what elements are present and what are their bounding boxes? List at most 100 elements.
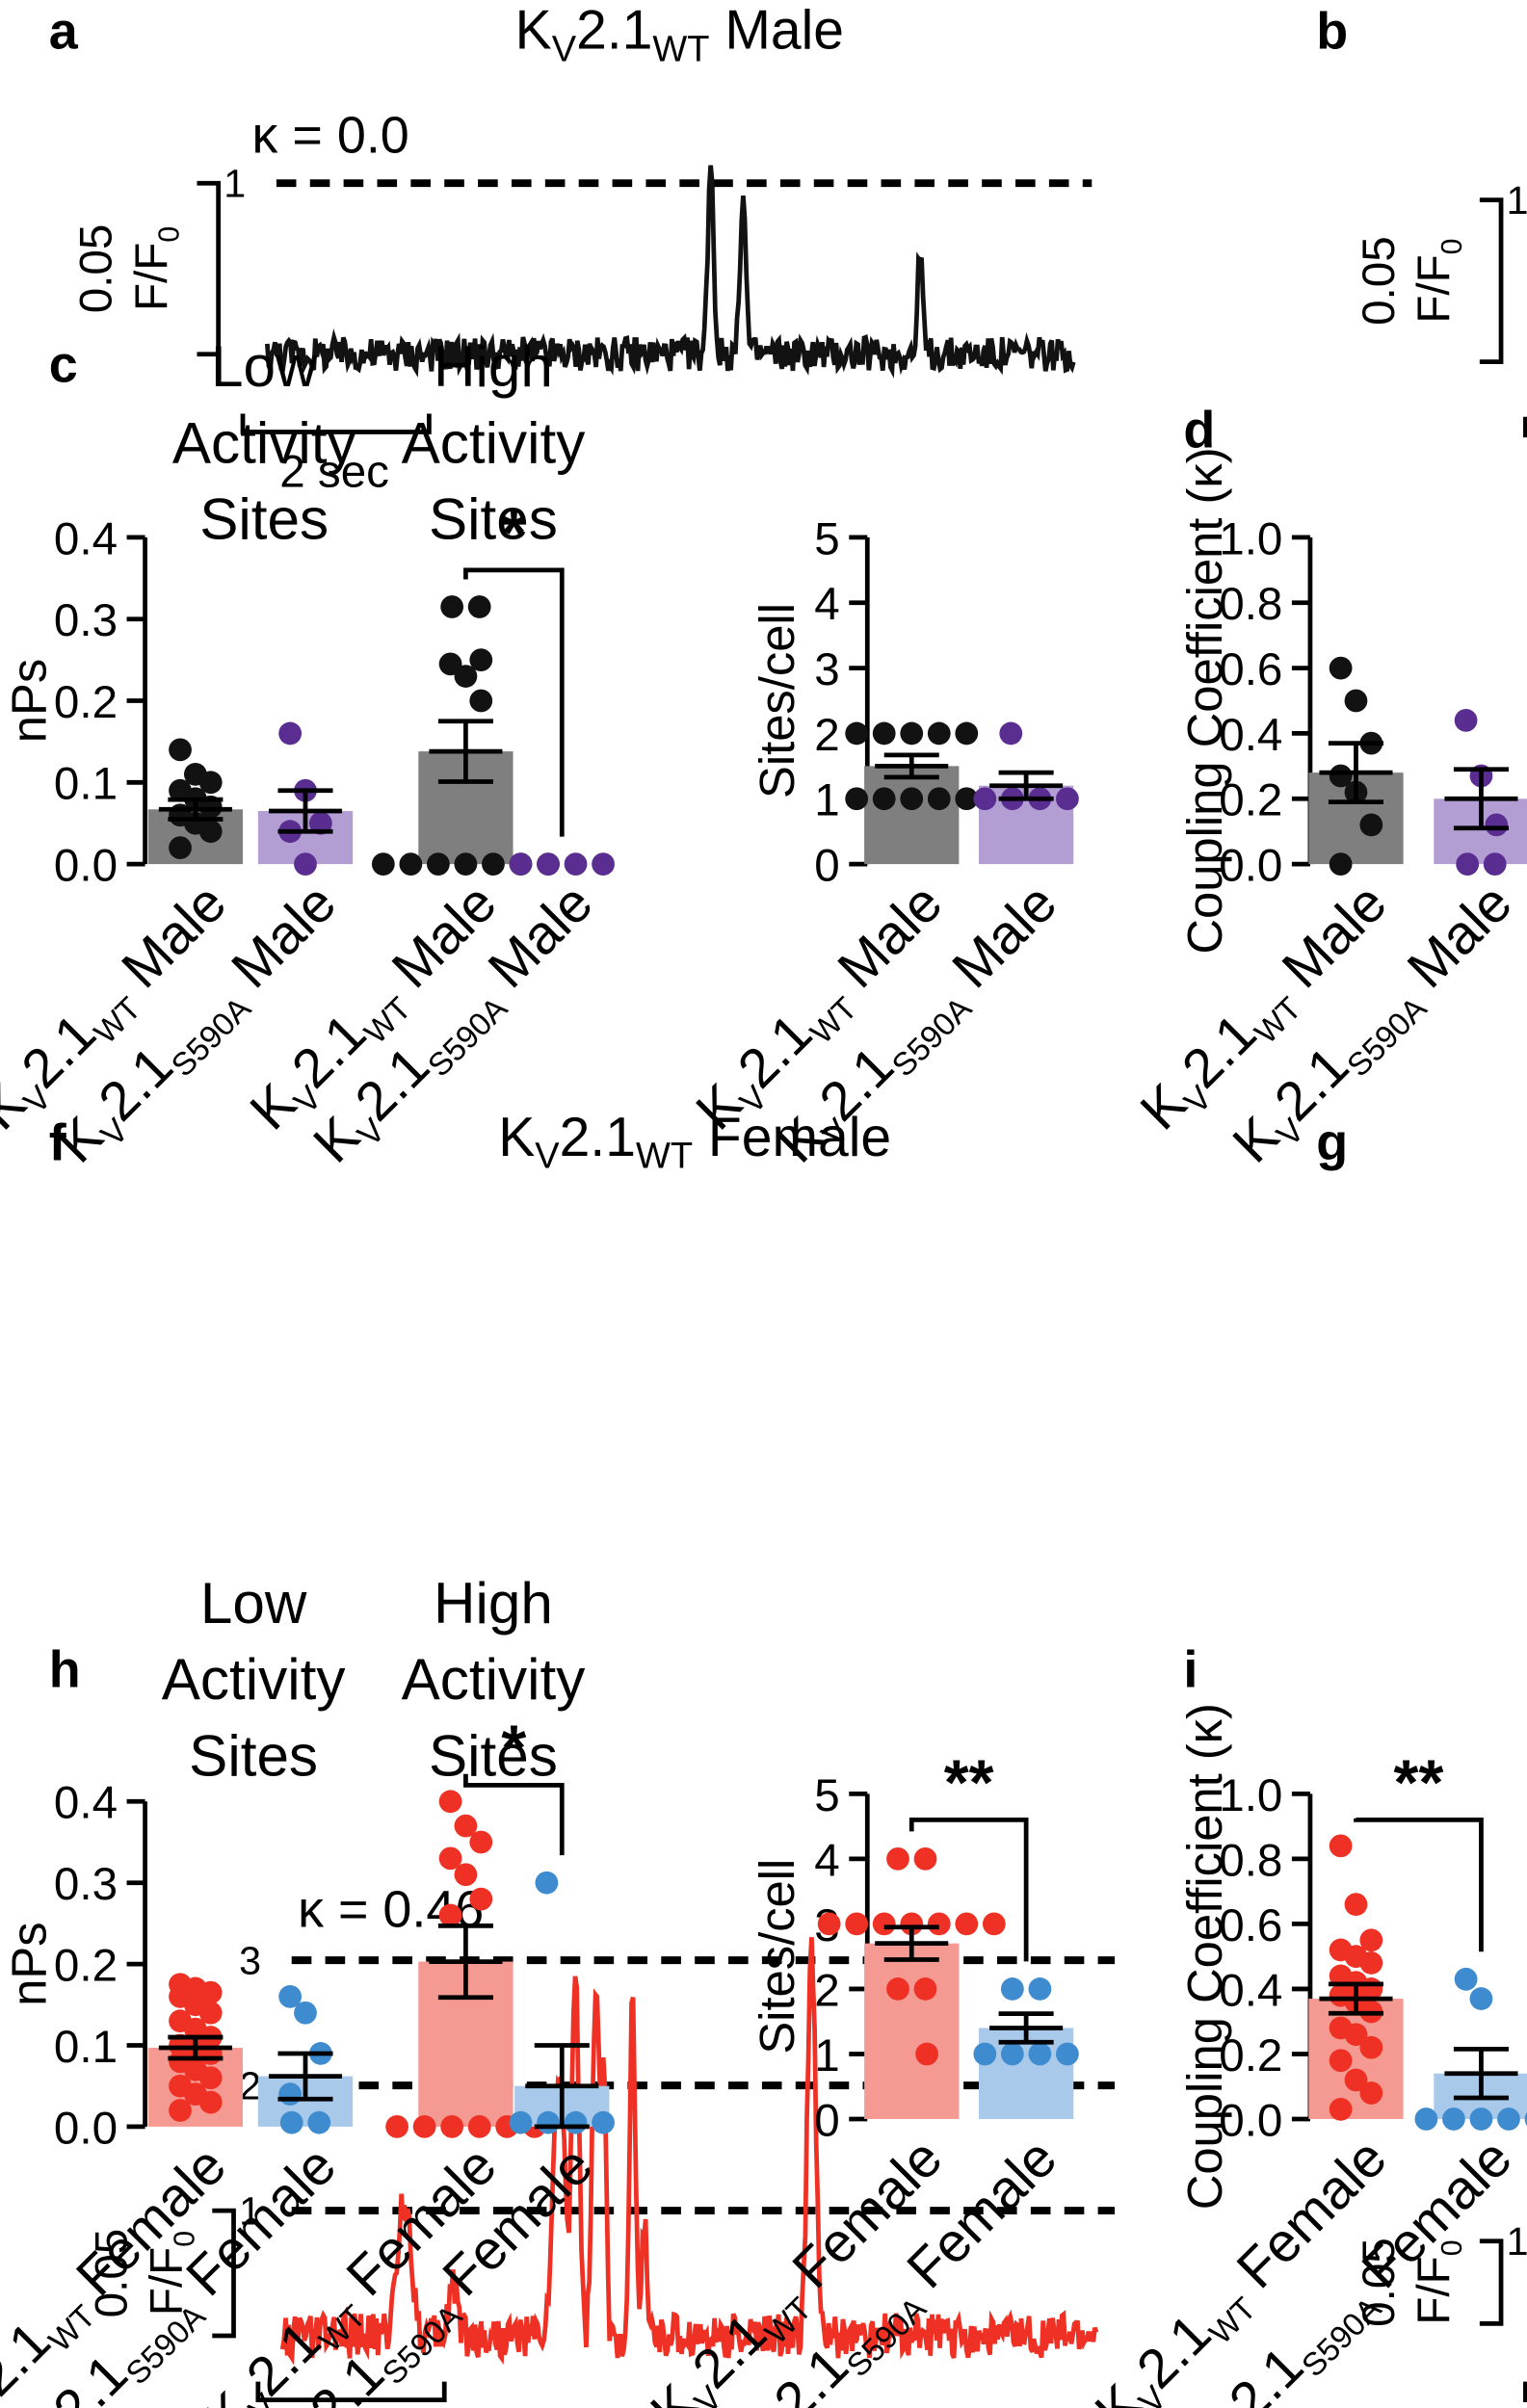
y-tick-label: 3	[814, 644, 839, 695]
panel-label-h: h	[49, 1640, 81, 1698]
title-sub-variant: WT	[636, 1137, 693, 1177]
y-tick-label: 1.0	[1219, 1770, 1282, 1821]
data-point	[438, 1846, 462, 1871]
data-point	[438, 652, 462, 676]
data-point	[537, 852, 560, 876]
bar	[1308, 1999, 1404, 2119]
y-tick-label: 2	[814, 1965, 839, 2016]
x-tail: Male	[930, 872, 1068, 1010]
data-point	[564, 852, 588, 876]
scale-bar-vertical	[1479, 2238, 1504, 2326]
data-point	[482, 852, 505, 876]
title-mid: 2.1	[560, 1107, 636, 1168]
y-tick-label: 0.3	[54, 595, 118, 646]
significance-bracket	[463, 1773, 565, 1856]
data-point	[900, 1912, 924, 1936]
group-label: Sites	[199, 486, 329, 552]
data-point	[564, 2110, 588, 2134]
scale-y-value: 0.05	[87, 2229, 138, 2318]
y-label-group: Sites/cell	[750, 1859, 804, 2055]
data-point	[469, 1830, 493, 1854]
level-label-1: 1	[1507, 178, 1527, 222]
data-point	[927, 787, 951, 811]
bar	[864, 766, 960, 865]
data-point	[198, 2001, 223, 2025]
data-point	[198, 771, 223, 795]
data-point	[1485, 813, 1509, 837]
group-label: Sites	[189, 1722, 318, 1788]
data-point	[440, 2115, 464, 2138]
data-point	[1497, 2107, 1520, 2131]
data-point	[1414, 2107, 1438, 2131]
scale-bar-horizontal	[240, 413, 432, 434]
level-label-1: 1	[224, 161, 246, 205]
y-tick-label: 0.0	[54, 841, 118, 892]
x-tail: Male	[1385, 872, 1524, 1010]
scale-y-labels: 0.05 F/F0	[71, 224, 186, 314]
y-tick-label: 0.0	[54, 2103, 118, 2154]
y-tick-label: 0.2	[54, 677, 118, 728]
y-tick-label: 1	[814, 2030, 839, 2081]
y-tick-label: 0	[814, 841, 839, 892]
data-point	[915, 2042, 938, 2066]
data-point	[900, 787, 924, 811]
panel-label-g: g	[1316, 1114, 1348, 1172]
data-point	[927, 1912, 951, 1936]
data-point	[955, 721, 979, 746]
panel-label-c: c	[49, 335, 78, 393]
data-point	[454, 1814, 478, 1838]
title-k: K	[498, 1107, 535, 1168]
scale-y-value: 0.05	[71, 224, 122, 314]
scale-y-label-text: F/F	[1409, 254, 1460, 323]
panel-label-d: d	[1183, 401, 1215, 458]
y-axis-label: nPs	[2, 1922, 57, 2005]
group-label: Sites	[429, 486, 558, 552]
data-point	[438, 1790, 462, 1814]
data-point	[900, 721, 924, 746]
data-point	[913, 1977, 937, 2001]
title-tail: Male	[710, 0, 845, 62]
scale-bar-vertical	[197, 180, 222, 357]
y-tick-label: 0.4	[54, 1778, 118, 1829]
data-point	[198, 2090, 223, 2114]
data-point	[1329, 656, 1353, 680]
title-sub-v: V	[552, 29, 577, 69]
trace-title: KV2.1WT Male	[515, 0, 844, 69]
data-point	[308, 811, 332, 835]
data-point	[1442, 2107, 1465, 2131]
x-tail: Male	[465, 872, 604, 1010]
fluorescence-trace	[279, 1937, 1099, 2366]
data-point	[872, 787, 896, 811]
significance-bracket	[1354, 1818, 1484, 1952]
data-point	[278, 1984, 303, 2008]
significance-marker: **	[944, 1748, 994, 1819]
scale-bar-horizontal	[1523, 416, 1527, 438]
data-point	[1056, 2042, 1079, 2066]
panel-label-i: i	[1183, 1640, 1198, 1698]
data-point	[1454, 1967, 1478, 1991]
panel-label-a: a	[49, 3, 79, 61]
data-point	[294, 2001, 317, 2025]
y-tick-label: 0.1	[54, 2022, 118, 2073]
y-axis-label: Coupling Coefficient (κ)	[1177, 447, 1232, 954]
significance-bracket	[463, 567, 565, 837]
y-label-group: nPs	[2, 1922, 57, 2005]
y-tick-label: 0.6	[1219, 1900, 1282, 1951]
data-point	[469, 689, 493, 713]
data-point	[412, 2115, 436, 2138]
data-point	[872, 721, 896, 746]
data-point	[385, 2115, 408, 2138]
group-label: High	[434, 1570, 553, 1636]
data-point	[198, 1980, 223, 2004]
level-label-2: 2	[239, 2063, 261, 2107]
data-point	[1454, 708, 1478, 732]
scale-y-label: F/F0	[142, 2231, 201, 2316]
y-tick-label: 0.3	[54, 1859, 118, 1910]
title-tail: Female	[693, 1107, 891, 1168]
level-label-1: 1	[1507, 2219, 1527, 2264]
scale-bar-horizontal	[1523, 2381, 1527, 2402]
data-point	[592, 2110, 615, 2134]
y-tick-label: 5	[814, 1770, 839, 1821]
group-label: High	[434, 333, 553, 399]
data-point	[1344, 2068, 1368, 2092]
